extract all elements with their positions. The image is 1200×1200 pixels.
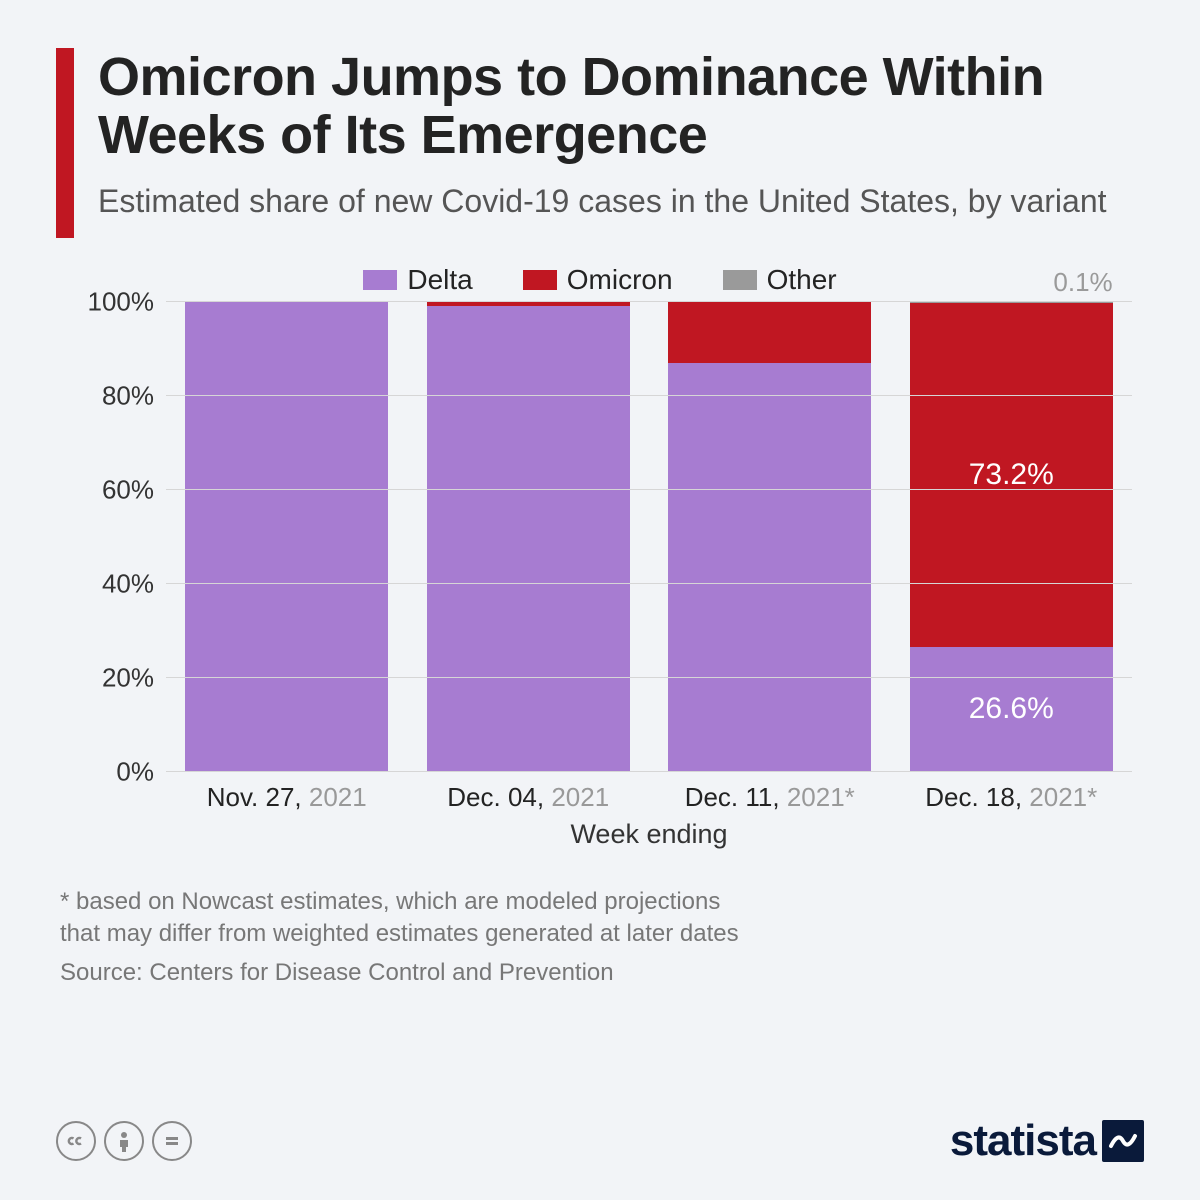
- grid-line: [166, 771, 1132, 772]
- bar-segment-delta: [668, 363, 871, 772]
- accent-bar: [56, 48, 74, 238]
- x-tick-label: Dec. 04, 2021: [427, 782, 630, 813]
- legend-label: Delta: [407, 264, 472, 296]
- plot-area: 73.2%26.6%0.1% 0%20%40%60%80%100%: [166, 302, 1132, 772]
- cc-icon: [56, 1121, 96, 1161]
- cc-icons: [56, 1121, 192, 1161]
- page-title: Omicron Jumps to Dominance Within Weeks …: [98, 48, 1144, 165]
- y-tick-label: 20%: [102, 663, 166, 694]
- title-block: Omicron Jumps to Dominance Within Weeks …: [98, 48, 1144, 221]
- x-tick-label: Dec. 18, 2021*: [910, 782, 1113, 813]
- bar-segment-delta: [427, 306, 630, 772]
- nd-icon: [152, 1121, 192, 1161]
- header: Omicron Jumps to Dominance Within Weeks …: [56, 48, 1144, 238]
- legend-item-other: Other: [723, 264, 837, 296]
- segment-value-label: 73.2%: [969, 458, 1054, 492]
- footnote: * based on Nowcast estimates, which are …: [56, 886, 1144, 951]
- grid-line: [166, 395, 1132, 396]
- bar-segment-delta: 26.6%: [910, 647, 1113, 772]
- y-tick-label: 40%: [102, 569, 166, 600]
- y-tick-label: 100%: [88, 287, 167, 318]
- y-tick-label: 60%: [102, 475, 166, 506]
- bar-segment-delta: [185, 302, 388, 772]
- legend-swatch-omicron: [523, 270, 557, 290]
- source-line: Source: Centers for Disease Control and …: [56, 959, 1144, 987]
- statista-logo: statista: [950, 1116, 1144, 1166]
- grid-line: [166, 489, 1132, 490]
- chart: 73.2%26.6%0.1% 0%20%40%60%80%100% Nov. 2…: [76, 302, 1144, 850]
- bar-segment-omicron: 73.2%: [910, 303, 1113, 647]
- x-axis-title: Week ending: [166, 819, 1132, 850]
- bar-column: [668, 302, 871, 772]
- y-tick-label: 80%: [102, 381, 166, 412]
- subtitle: Estimated share of new Covid-19 cases in…: [98, 181, 1144, 221]
- bar-column: [185, 302, 388, 772]
- logo-mark-icon: [1102, 1120, 1144, 1162]
- bar-column: 73.2%26.6%0.1%: [910, 302, 1113, 772]
- grid-line: [166, 301, 1132, 302]
- grid-line: [166, 677, 1132, 678]
- segment-value-label: 26.6%: [969, 692, 1054, 726]
- legend-item-omicron: Omicron: [523, 264, 673, 296]
- bar-column: [427, 302, 630, 772]
- footer: statista: [56, 1116, 1144, 1166]
- y-tick-label: 0%: [116, 757, 166, 788]
- grid-line: [166, 583, 1132, 584]
- legend-label: Other: [767, 264, 837, 296]
- by-icon: [104, 1121, 144, 1161]
- bars-container: 73.2%26.6%0.1%: [166, 302, 1132, 772]
- x-tick-label: Dec. 11, 2021*: [668, 782, 871, 813]
- legend-swatch-other: [723, 270, 757, 290]
- legend-item-delta: Delta: [363, 264, 472, 296]
- bar-segment-omicron: [668, 302, 871, 363]
- x-tick-label: Nov. 27, 2021: [185, 782, 388, 813]
- legend-label: Omicron: [567, 264, 673, 296]
- x-labels: Nov. 27, 2021 Dec. 04, 2021 Dec. 11, 2021*…: [166, 782, 1132, 813]
- logo-text: statista: [950, 1116, 1096, 1166]
- bar-top-label: 0.1%: [910, 267, 1113, 302]
- legend-swatch-delta: [363, 270, 397, 290]
